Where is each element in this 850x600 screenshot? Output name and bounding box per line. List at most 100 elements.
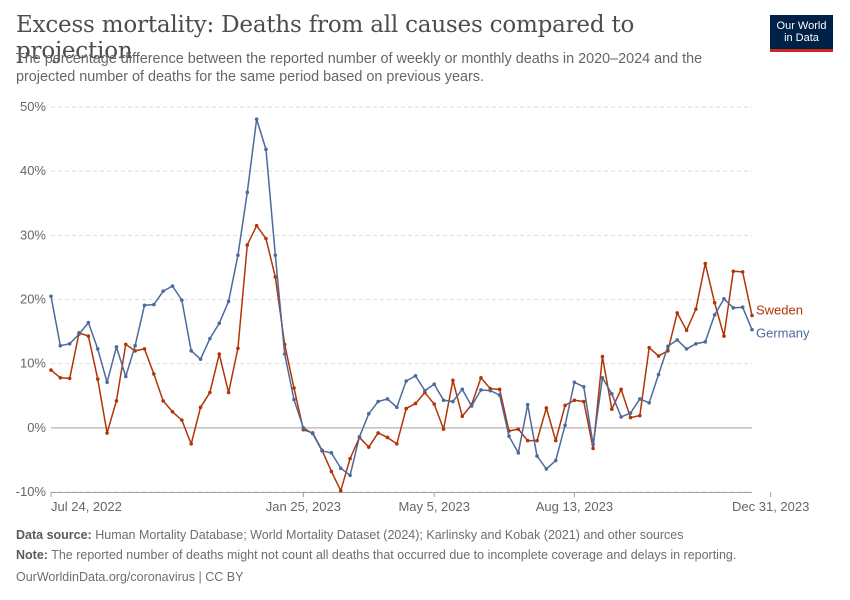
data-point-germany[interactable] (245, 190, 250, 195)
data-point-sweden[interactable] (264, 236, 268, 241)
data-point-sweden[interactable] (703, 261, 708, 266)
data-point-sweden[interactable] (86, 334, 91, 338)
series-label-germany[interactable]: Germany (756, 326, 810, 341)
data-point-sweden[interactable] (572, 398, 577, 403)
data-point-germany[interactable] (610, 392, 614, 396)
data-point-sweden[interactable] (553, 438, 558, 443)
data-point-germany[interactable] (507, 434, 511, 438)
data-point-germany[interactable] (58, 343, 63, 348)
data-point-sweden[interactable] (404, 406, 408, 411)
data-point-germany[interactable] (469, 404, 474, 408)
data-point-sweden[interactable] (581, 399, 586, 404)
data-point-sweden[interactable] (684, 328, 689, 333)
data-point-germany[interactable] (656, 372, 661, 377)
data-point-sweden[interactable] (236, 346, 240, 351)
data-point-germany[interactable] (170, 284, 175, 288)
data-point-sweden[interactable] (610, 407, 614, 412)
data-point-germany[interactable] (423, 388, 427, 393)
data-point-sweden[interactable] (198, 405, 203, 410)
data-point-sweden[interactable] (152, 372, 156, 376)
data-point-germany[interactable] (572, 380, 577, 385)
data-point-sweden[interactable] (600, 354, 605, 359)
data-point-germany[interactable] (404, 379, 408, 383)
data-point-germany[interactable] (133, 343, 137, 348)
data-point-sweden[interactable] (142, 347, 147, 351)
data-point-sweden[interactable] (460, 414, 465, 419)
data-point-germany[interactable] (441, 398, 446, 403)
data-point-germany[interactable] (366, 411, 371, 416)
data-point-germany[interactable] (320, 449, 324, 453)
data-point-germany[interactable] (731, 306, 736, 310)
data-point-germany[interactable] (77, 332, 81, 336)
data-point-germany[interactable] (497, 393, 502, 397)
data-point-sweden[interactable] (731, 269, 736, 274)
data-point-sweden[interactable] (67, 376, 72, 381)
data-point-germany[interactable] (479, 388, 483, 392)
data-point-germany[interactable] (432, 382, 437, 387)
data-point-sweden[interactable] (740, 270, 745, 274)
data-point-sweden[interactable] (591, 446, 595, 451)
data-point-germany[interactable] (684, 347, 689, 351)
data-point-germany[interactable] (488, 388, 493, 393)
data-point-sweden[interactable] (58, 375, 63, 380)
data-point-germany[interactable] (712, 313, 717, 317)
data-point-sweden[interactable] (535, 438, 539, 443)
data-point-sweden[interactable] (544, 406, 549, 410)
data-point-germany[interactable] (338, 466, 343, 471)
data-point-sweden[interactable] (226, 390, 231, 395)
data-point-sweden[interactable] (273, 275, 278, 279)
data-point-germany[interactable] (638, 397, 642, 401)
data-point-sweden[interactable] (180, 418, 184, 422)
data-point-sweden[interactable] (722, 334, 726, 338)
data-point-sweden[interactable] (497, 387, 502, 392)
data-point-sweden[interactable] (348, 456, 352, 461)
data-point-germany[interactable] (544, 467, 549, 471)
data-point-germany[interactable] (264, 147, 268, 152)
data-point-germany[interactable] (142, 303, 147, 308)
data-point-germany[interactable] (385, 397, 390, 401)
series-line-sweden[interactable] (50, 224, 753, 492)
data-point-germany[interactable] (310, 431, 315, 436)
data-point-sweden[interactable] (675, 311, 680, 315)
data-point-sweden[interactable] (49, 368, 53, 372)
data-point-sweden[interactable] (123, 342, 128, 347)
data-point-germany[interactable] (217, 321, 222, 326)
data-point-sweden[interactable] (563, 403, 567, 408)
data-point-sweden[interactable] (441, 427, 446, 431)
data-point-germany[interactable] (376, 399, 380, 404)
data-point-germany[interactable] (180, 298, 184, 302)
data-point-sweden[interactable] (366, 445, 371, 449)
data-point-germany[interactable] (105, 380, 109, 385)
data-point-germany[interactable] (413, 374, 418, 378)
data-point-germany[interactable] (254, 117, 259, 121)
data-point-sweden[interactable] (114, 399, 119, 403)
data-point-sweden[interactable] (413, 401, 418, 406)
series-label-sweden[interactable]: Sweden (756, 303, 803, 318)
data-point-germany[interactable] (95, 347, 100, 351)
data-point-germany[interactable] (67, 341, 72, 346)
data-point-sweden[interactable] (189, 442, 193, 446)
data-point-germany[interactable] (161, 289, 165, 293)
data-point-sweden[interactable] (628, 415, 633, 420)
owid-logo[interactable]: Our World in Data (770, 15, 833, 52)
data-point-germany[interactable] (553, 458, 558, 463)
data-point-sweden[interactable] (525, 438, 530, 443)
data-point-germany[interactable] (114, 345, 119, 349)
data-point-sweden[interactable] (451, 378, 455, 383)
data-point-sweden[interactable] (254, 223, 259, 228)
data-point-sweden[interactable] (395, 442, 399, 446)
data-point-sweden[interactable] (338, 488, 343, 493)
data-point-germany[interactable] (189, 349, 193, 353)
data-point-germany[interactable] (236, 253, 240, 258)
data-point-germany[interactable] (49, 294, 53, 299)
data-point-germany[interactable] (722, 297, 726, 301)
data-point-germany[interactable] (208, 336, 212, 341)
data-point-germany[interactable] (694, 341, 698, 346)
data-point-germany[interactable] (282, 352, 287, 356)
data-point-sweden[interactable] (656, 354, 661, 358)
data-point-germany[interactable] (395, 405, 399, 410)
data-point-germany[interactable] (301, 426, 306, 430)
data-point-germany[interactable] (525, 402, 530, 407)
data-point-sweden[interactable] (292, 386, 296, 390)
data-point-germany[interactable] (600, 375, 605, 380)
